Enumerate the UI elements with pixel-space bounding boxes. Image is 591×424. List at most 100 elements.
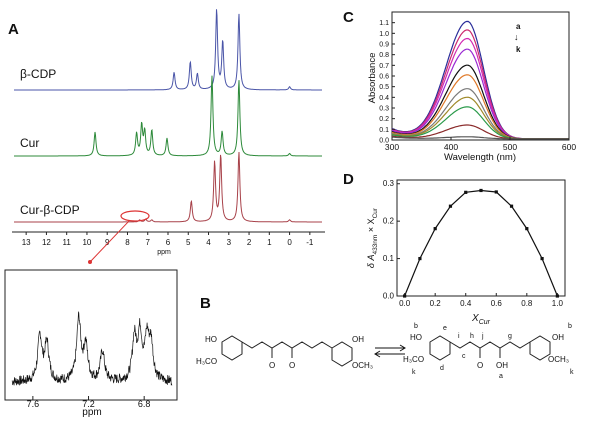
job-point — [403, 294, 407, 298]
uv-y-tick-label: 0.2 — [379, 116, 389, 123]
enol-och3: H₃CO — [403, 355, 424, 364]
job-x-tick-label: 1.0 — [552, 299, 564, 308]
enol-k2: k — [570, 369, 574, 376]
job-point — [448, 204, 453, 208]
keto-oh: OH — [352, 335, 364, 344]
panel-a-letter: A — [8, 21, 19, 38]
uv-legend-a: a — [516, 22, 521, 31]
job-x-axis-label: XCur — [471, 313, 491, 326]
left-ring-b — [331, 341, 353, 367]
keto-structure — [221, 335, 353, 367]
job-x-tick-label: 0.6 — [491, 299, 503, 308]
inset-x-axis-label: ppm — [82, 407, 101, 418]
enol-e: e — [443, 325, 447, 332]
job-point — [540, 256, 544, 261]
enol-i: i — [458, 333, 460, 340]
uv-y-tick-label: 0.5 — [379, 84, 389, 91]
uv-x-tick-label: 500 — [503, 142, 517, 152]
uv-legend-arrow: ↓ — [514, 32, 519, 42]
uv-x-axis-label: Wavelength (nm) — [444, 152, 516, 163]
keto-och3: H₃CO — [196, 357, 217, 366]
inset-tick-label: 7.6 — [27, 399, 40, 409]
enol-d: d — [440, 365, 444, 372]
equilibrium-arrows — [374, 344, 406, 358]
right-ring-a — [429, 335, 451, 361]
job-point — [464, 190, 468, 194]
nmr-trace-beta-cdp — [14, 9, 322, 91]
uv-y-tick-label: 1.0 — [379, 31, 389, 38]
enol-structure — [429, 335, 551, 361]
inset-tick-label: 7.2 — [82, 399, 95, 409]
uv-y-tick-label: 0.7 — [379, 63, 389, 70]
job-point — [494, 190, 498, 194]
uv-curve-b — [391, 29, 569, 140]
enol-a: a — [499, 373, 503, 380]
enol-ho: HO — [410, 333, 422, 342]
keto-och3b: OCH₃ — [352, 361, 373, 370]
uv-y-axis-label: Absorbance — [367, 53, 378, 104]
keto-o1: O — [269, 361, 275, 370]
keto-o2: O — [289, 361, 295, 370]
nmr-tick-label: -1 — [306, 238, 314, 247]
uv-x-tick-label: 400 — [444, 142, 458, 152]
keto-chain — [241, 341, 333, 349]
inset-x-ticks: 7.6 7.2 6.8 — [27, 396, 150, 409]
enol-b: b — [414, 323, 418, 330]
nmr-tick-label: 10 — [82, 238, 91, 247]
job-x-tick-label: 0.8 — [521, 299, 533, 308]
enol-chain — [449, 341, 531, 349]
nmr-tick-label: 4 — [206, 238, 211, 247]
right-ring-b — [529, 335, 551, 361]
nmr-zoom-inset: 7.6 7.2 6.8 ppm — [4, 269, 178, 418]
job-y-ticks: 0.0 0.1 0.2 0.3 — [383, 179, 400, 301]
job-x-tick-label: 0.4 — [460, 299, 472, 308]
uv-x-tick-label: 600 — [562, 142, 576, 152]
panel-b-letter: B — [200, 295, 211, 312]
uv-curves — [391, 20, 569, 140]
nmr-tick-label: 6 — [166, 238, 171, 247]
nmr-tick-label: 5 — [186, 238, 191, 247]
job-point — [525, 227, 529, 231]
enol-o: O — [477, 361, 483, 370]
job-plot-frame — [396, 179, 566, 297]
zoom-pointer-dot — [88, 260, 92, 264]
enol-oh: OH — [496, 361, 508, 370]
enol-j: j — [481, 333, 484, 340]
uv-y-tick-label: 1.1 — [379, 20, 389, 27]
nmr-tick-label: 12 — [42, 238, 51, 247]
panel-d-letter: D — [343, 171, 354, 188]
nmr-tick-label: 11 — [63, 238, 72, 247]
enol-g: g — [508, 333, 512, 340]
job-point — [479, 188, 483, 193]
nmr-tick-label: 3 — [227, 238, 232, 247]
enol-b2: b — [568, 323, 572, 330]
job-point — [433, 227, 437, 231]
label-cur-beta-cdp: Cur-β-CDP — [20, 203, 80, 217]
enol-h: h — [470, 333, 474, 340]
enol-oh2: OH — [552, 333, 564, 342]
nmr-tick-label: 13 — [22, 238, 31, 247]
uv-y-tick-label: 0.8 — [379, 52, 389, 59]
job-y-tick-label: 0.3 — [383, 179, 395, 188]
panel-c-letter: C — [343, 9, 354, 26]
nmr-tick-label: 8 — [125, 238, 130, 247]
job-plot-points — [403, 188, 559, 298]
nmr-x-ticks: 13 12 11 10 9 8 7 6 5 4 3 2 1 0 -1 — [22, 232, 314, 247]
enol-c: c — [462, 353, 466, 360]
nmr-trace-cur-beta-cdp — [14, 151, 322, 223]
nmr-tick-label: 0 — [287, 238, 292, 247]
nmr-stacked-spectra — [14, 9, 322, 223]
uv-vis-chart: 300 400 500 600 0.0 0.1 0.2 0.3 0.4 0.5 0.6 0.7 0.8… — [367, 11, 576, 163]
zoom-pointer-line — [89, 220, 130, 263]
uv-y-tick-label: 0.4 — [379, 95, 389, 102]
nmr-tick-label: 9 — [105, 238, 110, 247]
uv-y-tick-label: 0.3 — [379, 106, 389, 113]
uv-x-tick-label: 300 — [385, 142, 399, 152]
uv-y-ticks: 0.0 0.1 0.2 0.3 0.4 0.5 0.6 0.7 0.8 0.9 1.0 1.1 — [379, 20, 395, 145]
enol-och3b: OCH₃ — [548, 355, 569, 364]
enol-k: k — [412, 369, 416, 376]
label-beta-cdp: β-CDP — [20, 67, 56, 81]
job-point — [555, 294, 559, 298]
keto-ho: HO — [205, 335, 217, 344]
